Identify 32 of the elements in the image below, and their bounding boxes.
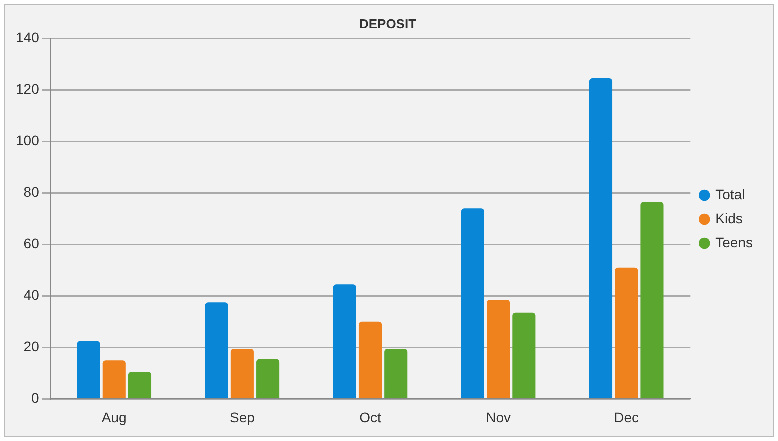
bar [461,208,484,398]
y-tick-label: 80 [24,184,40,200]
bar [384,348,408,398]
y-tick-label: 60 [24,236,40,252]
y-tick-label: 40 [24,287,40,304]
bar [77,341,100,398]
y-tick-label: 100 [16,132,40,148]
bar [487,300,510,398]
legend-label: Kids [716,210,743,226]
x-tick-label: Oct [360,409,382,426]
bar [358,322,382,398]
x-tick-label: Aug [102,409,127,426]
bar [230,348,254,398]
y-tick-label: 120 [16,80,40,97]
bar [512,312,536,398]
legend-label: Total [716,186,746,202]
x-tick-label: Dec [614,409,640,426]
bar [333,284,356,398]
y-tick-label: 20 [24,338,40,355]
bar [640,202,664,398]
bar [589,78,613,398]
x-tick-label: Nov [486,409,512,426]
bar [128,372,152,398]
bar [256,359,280,398]
y-tick-label: 140 [16,29,40,46]
x-tick-label: Sep [230,409,256,426]
bar [205,302,228,398]
legend-label: Teens [716,234,753,250]
y-tick-label: 0 [32,390,40,406]
chart-title: DEPOSIT [359,16,417,32]
bar [102,360,126,398]
bar [615,268,638,398]
